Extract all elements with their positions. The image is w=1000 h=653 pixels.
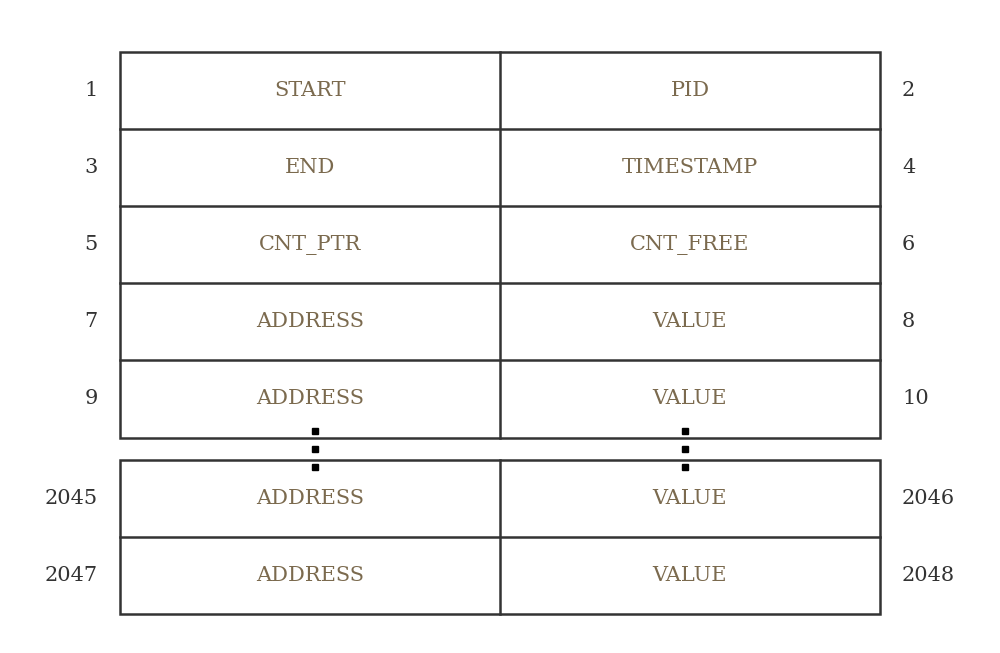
Text: 2046: 2046 (902, 489, 955, 509)
Text: ADDRESS: ADDRESS (256, 489, 364, 509)
Text: ADDRESS: ADDRESS (256, 312, 364, 332)
Text: CNT_FREE: CNT_FREE (630, 235, 750, 255)
Bar (120, 52, 880, 438)
Text: 1: 1 (85, 81, 98, 101)
Text: 2045: 2045 (45, 489, 98, 509)
Text: VALUE: VALUE (653, 489, 727, 509)
Text: VALUE: VALUE (653, 566, 727, 586)
Text: PID: PID (670, 81, 710, 101)
Text: VALUE: VALUE (653, 389, 727, 409)
Text: 6: 6 (902, 235, 915, 255)
Text: 5: 5 (85, 235, 98, 255)
Text: VALUE: VALUE (653, 312, 727, 332)
Bar (120, 460, 880, 614)
Text: ADDRESS: ADDRESS (256, 389, 364, 409)
Text: 3: 3 (85, 158, 98, 178)
Text: 2: 2 (902, 81, 915, 101)
Text: CNT_PTR: CNT_PTR (259, 235, 361, 255)
Text: ADDRESS: ADDRESS (256, 566, 364, 586)
Text: TIMESTAMP: TIMESTAMP (622, 158, 758, 178)
Text: 8: 8 (902, 312, 915, 332)
Text: END: END (285, 158, 335, 178)
Text: START: START (274, 81, 346, 101)
Text: 2047: 2047 (45, 566, 98, 586)
Text: 4: 4 (902, 158, 915, 178)
Text: 9: 9 (85, 389, 98, 409)
Text: 10: 10 (902, 389, 929, 409)
Text: 2048: 2048 (902, 566, 955, 586)
Text: 7: 7 (85, 312, 98, 332)
